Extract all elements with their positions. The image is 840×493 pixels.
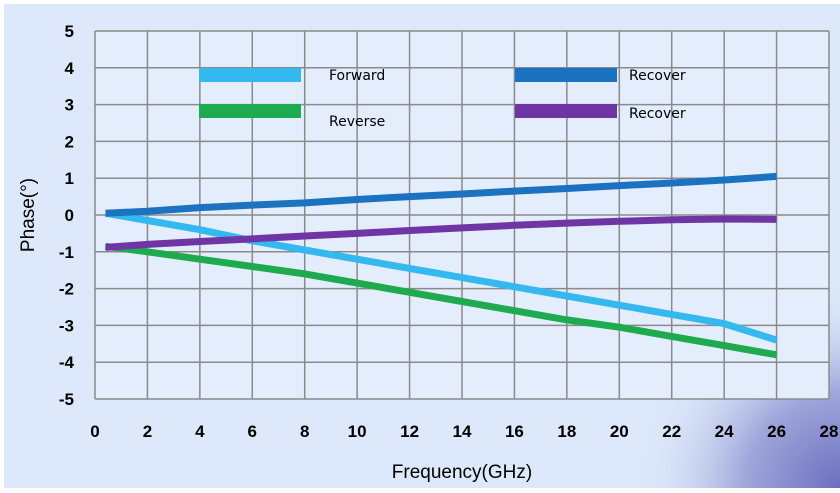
y-tick-label: -4 xyxy=(59,353,75,372)
x-tick-label: 16 xyxy=(505,422,524,441)
x-tick-label: 10 xyxy=(348,422,367,441)
y-tick-label: 2 xyxy=(65,132,74,151)
legend-label: Reverse xyxy=(329,114,385,130)
y-tick-label: -5 xyxy=(59,390,74,409)
series-line xyxy=(105,215,777,251)
y-axis-ticks: 5 4 3 2 1 0 -1 -2 -3 -4 -5 xyxy=(59,22,75,409)
y-tick-label: 0 xyxy=(65,206,74,225)
y-tick-label: 4 xyxy=(65,59,75,78)
y-tick-label: 5 xyxy=(65,22,74,41)
legend-label: Recover xyxy=(629,68,686,84)
x-tick-label: 0 xyxy=(90,422,99,441)
series-line xyxy=(104,209,778,344)
x-tick-label: 28 xyxy=(820,422,839,441)
series-line xyxy=(105,172,777,217)
legend-swatch xyxy=(515,68,617,82)
x-tick-label: 8 xyxy=(300,422,309,441)
x-tick-label: 4 xyxy=(195,422,205,441)
y-axis-title: Phase(°) xyxy=(18,178,39,252)
y-tick-label: 1 xyxy=(65,169,74,188)
y-tick-label: -2 xyxy=(59,280,74,299)
x-axis-ticks: 0 2 4 6 8 10 12 14 16 18 20 22 24 26 28 xyxy=(90,422,838,441)
y-tick-label: -3 xyxy=(59,316,74,335)
y-tick-label: 3 xyxy=(65,96,74,115)
series-lines xyxy=(104,172,778,359)
x-tick-label: 2 xyxy=(143,422,152,441)
x-tick-label: 6 xyxy=(248,422,257,441)
x-tick-label: 26 xyxy=(767,422,786,441)
legend-swatch xyxy=(199,104,301,118)
x-tick-label: 22 xyxy=(662,422,681,441)
x-tick-label: 12 xyxy=(400,422,419,441)
legend-swatch xyxy=(199,68,301,82)
x-tick-label: 20 xyxy=(610,422,629,441)
y-tick-label: -1 xyxy=(59,243,74,262)
legend-label: Forward xyxy=(329,68,385,84)
legend-swatch xyxy=(515,104,617,118)
x-axis-title: Frequency(GHz) xyxy=(392,462,532,483)
x-tick-label: 24 xyxy=(715,422,734,441)
legend-label: Recover xyxy=(629,106,686,122)
x-tick-label: 18 xyxy=(557,422,576,441)
x-tick-label: 14 xyxy=(453,422,472,441)
series-line xyxy=(105,242,778,359)
legend: Forward Reverse Recover Recover xyxy=(199,68,686,130)
